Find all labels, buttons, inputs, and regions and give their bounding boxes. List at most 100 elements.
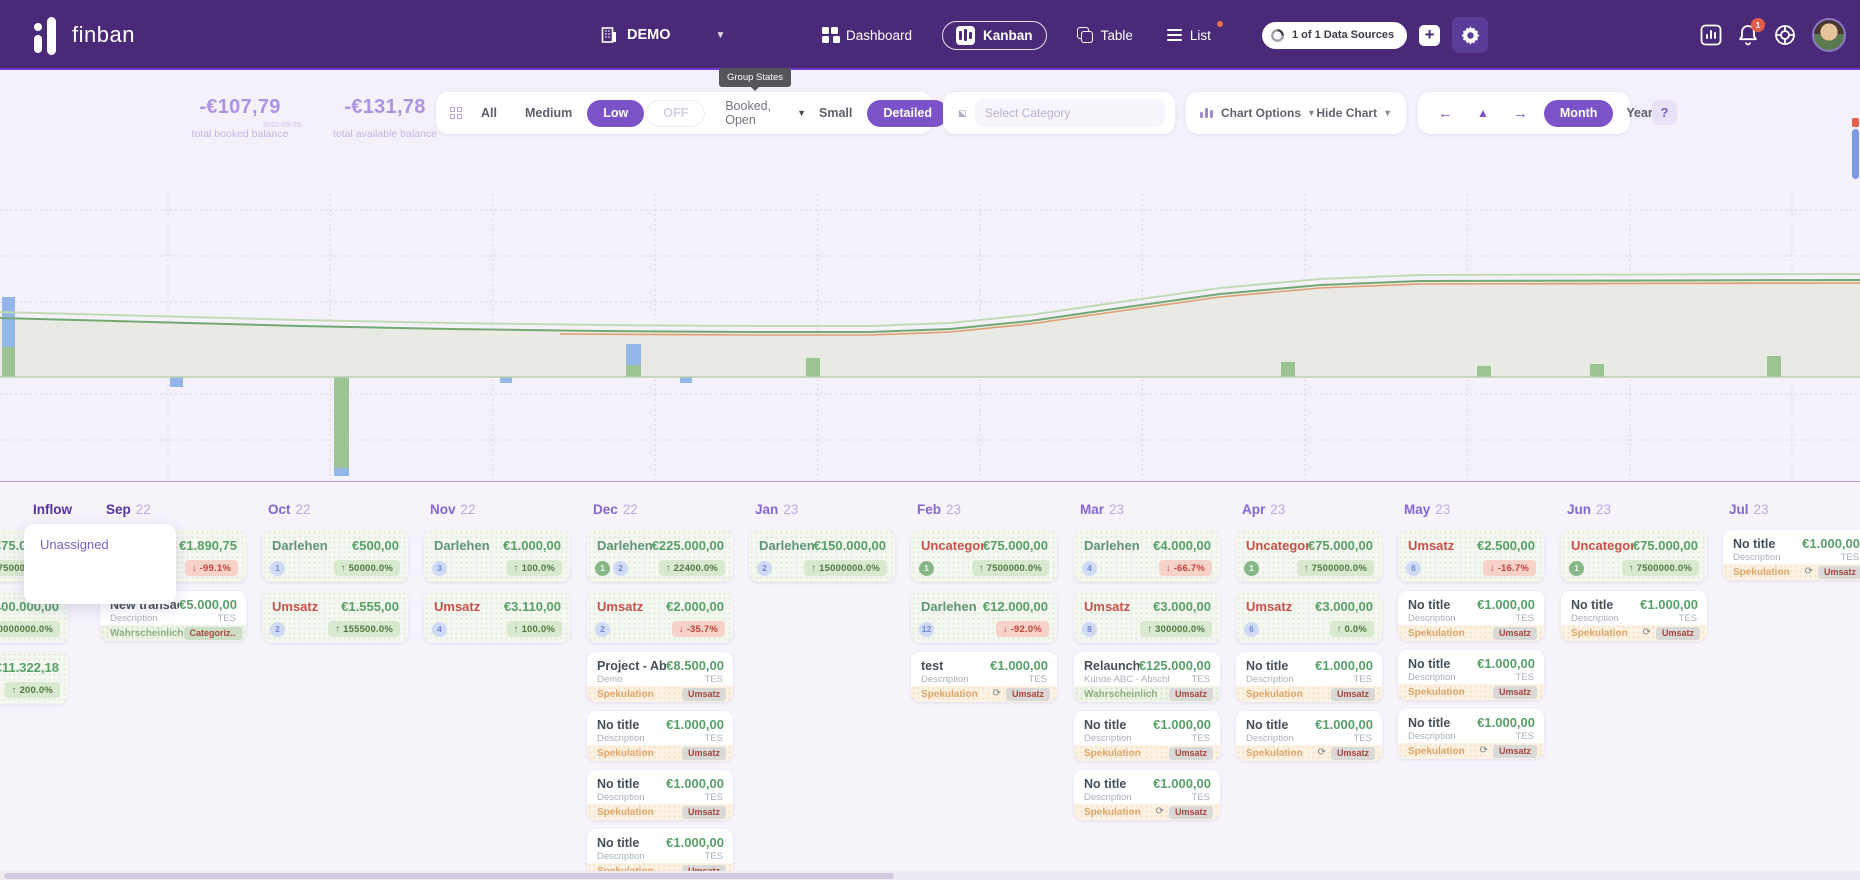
category-card[interactable]: Uncategorized€75.000,00 1 ↑ 7500000.0% <box>1561 530 1707 582</box>
add-data-source-button[interactable]: + <box>1419 24 1441 46</box>
unassigned-menu-item[interactable]: Unassigned <box>40 537 109 552</box>
transaction-amount: €1.000,00 <box>1802 536 1860 551</box>
probability-option-medium[interactable]: Medium <box>524 106 573 120</box>
category-card[interactable]: Umsatz €2.000,00 2 ↓ -35.7% <box>587 591 733 643</box>
card-desc-row: Description TES <box>1398 671 1544 683</box>
size-option-small[interactable]: Small <box>819 106 853 120</box>
card-title-row: Darlehen €225.000,00 <box>587 530 733 553</box>
category-card[interactable]: Darlehen €4.000,00 4 ↓ -66.7% <box>1074 530 1220 582</box>
card-desc-row: Description TES <box>100 612 246 624</box>
tab-table[interactable]: Table <box>1073 22 1137 48</box>
category-card[interactable]: Umsatz €1.555,00 2 ↑ 155500.0% <box>262 591 408 643</box>
kanban-icon <box>956 25 976 45</box>
count-badge: 2 <box>270 621 285 637</box>
data-sources-pill[interactable]: 1 of 1 Data Sources <box>1262 21 1408 49</box>
notifications-button[interactable]: 1 <box>1738 18 1765 46</box>
probability-option-all[interactable]: All <box>481 106 497 120</box>
category-card[interactable]: Umsatz €3.110,00 4 ↑ 100.0% <box>424 591 570 643</box>
size-option-detailed[interactable]: Detailed <box>867 99 949 127</box>
category-tag-badge[interactable]: Umsatz <box>681 746 726 760</box>
period-option-month[interactable]: Month <box>1543 99 1614 127</box>
category-card[interactable]: Umsatz €2.500,00 6 ↓ -16.7% <box>1398 530 1544 582</box>
category-tag-badge[interactable]: Umsatz <box>1492 626 1537 640</box>
category-tag-badge[interactable]: Umsatz <box>1817 565 1860 579</box>
user-avatar[interactable] <box>1812 18 1846 52</box>
category-card[interactable]: Darlehen €500,00 1 ↑ 50000.0% <box>262 530 408 582</box>
category-title: Darlehen <box>597 538 652 553</box>
category-amount: €75.000,00 <box>1307 538 1373 553</box>
state-label: Spekulation <box>597 688 654 700</box>
category-card[interactable]: Umsatz €3.000,00 8 ↑ 300000.0% <box>1074 591 1220 643</box>
category-amount: €2.500,00 <box>1477 538 1535 553</box>
reports-button[interactable] <box>1700 24 1722 46</box>
chart-options-button[interactable]: Chart Options ▼ <box>1221 106 1316 120</box>
help-button[interactable]: ? <box>1652 100 1677 125</box>
category-card[interactable]: Darlehen €1.000,00 3 ↑ 100.0% <box>424 530 570 582</box>
strip-right: Umsatz <box>1168 687 1213 701</box>
category-tag-badge[interactable]: Umsatz <box>1330 687 1375 701</box>
brand[interactable]: finban <box>34 0 135 70</box>
transaction-amount: €5.000,00 <box>179 597 237 612</box>
horizontal-scrollbar-thumb[interactable] <box>4 872 894 879</box>
select-category-input[interactable]: Select Category <box>975 99 1165 127</box>
column-header-oct-22: Oct 22 <box>268 502 311 517</box>
card-meta-row: 1 ↑ 7500000.0% <box>1561 560 1707 576</box>
category-tag-badge[interactable]: Umsatz <box>1330 746 1375 760</box>
next-period-button[interactable]: → <box>1512 104 1528 122</box>
transaction-source: TES <box>704 674 723 685</box>
category-card[interactable]: €11.322,18 ↑ 200.0% <box>0 652 68 704</box>
category-tag-badge[interactable]: Umsatz <box>1655 626 1700 640</box>
probability-option-off[interactable]: OFF <box>646 99 706 127</box>
settings-button[interactable] <box>1452 17 1489 53</box>
help-support-button[interactable] <box>1774 24 1796 46</box>
column-month: Jan <box>755 502 779 517</box>
category-tag-badge[interactable]: Umsatz <box>1492 744 1537 758</box>
transaction-card[interactable]: test €1.000,00 Description TES Spekulation ⟳ U… <box>911 652 1057 702</box>
category-card[interactable]: Darlehen €150.000,00 2 ↑ 15000000.0% <box>749 530 895 582</box>
category-card[interactable]: Darlehen €12.000,00 12 ↓ -92.0% <box>911 591 1057 643</box>
current-period-button[interactable]: ▲ <box>1477 106 1489 120</box>
period-option-year[interactable]: Year <box>1626 106 1653 120</box>
category-tag-badge[interactable]: Umsatz <box>1005 687 1050 701</box>
transaction-title: No title <box>597 718 640 732</box>
category-title: Uncategorized <box>1246 538 1308 553</box>
category-tag-badge[interactable]: Umsatz <box>1168 746 1213 760</box>
prev-period-button[interactable]: ← <box>1438 104 1453 122</box>
group-states-select[interactable]: Booked, Open ▼ <box>725 99 806 127</box>
category-tag-badge[interactable]: Umsatz <box>1492 685 1537 699</box>
stat-available-balance: -€131,78 total available balance <box>310 96 460 140</box>
category-card[interactable]: Uncategorized€75.000,00 1 ↑ 7500000.0% <box>1236 530 1382 582</box>
category-tag-badge[interactable]: Categoriz.. <box>183 626 242 640</box>
transaction-card[interactable]: Project - Absch€8.500,00DemoTESSpekulati… <box>587 652 733 702</box>
card-state-strip: Wahrscheinlich Categoriz.. <box>100 625 246 641</box>
category-card[interactable]: Umsatz €3.000,00 6 ↑ 0.0% <box>1236 591 1382 643</box>
tab-kanban[interactable]: Kanban <box>942 20 1047 50</box>
category-tag-badge[interactable]: Umsatz <box>681 805 726 819</box>
tab-list[interactable]: List <box>1163 20 1223 48</box>
workspace-selector[interactable]: DEMO ▼ <box>600 0 725 70</box>
transaction-title: No title <box>1084 777 1127 791</box>
transaction-title: Project - Absch <box>597 659 667 673</box>
tab-dashboard[interactable]: Dashboard <box>818 22 916 48</box>
category-card[interactable]: Darlehen €225.000,00 1 2 ↑ 22400.0% <box>587 530 733 582</box>
probability-option-low[interactable]: Low <box>587 99 645 127</box>
category-tag-badge[interactable]: Umsatz <box>1168 687 1213 701</box>
hide-chart-button[interactable]: Hide Chart ▼ <box>1316 106 1392 120</box>
category-tag-badge[interactable]: Umsatz <box>681 687 726 701</box>
category-card[interactable]: Uncategorized€75.000,00 1 ↑ 7500000.0% <box>911 530 1057 582</box>
category-tag-badge[interactable]: Umsatz <box>1168 805 1213 819</box>
vertical-scrollbar-thumb[interactable] <box>1852 129 1859 179</box>
card-title-row: No title €1.000,00 <box>587 770 733 791</box>
